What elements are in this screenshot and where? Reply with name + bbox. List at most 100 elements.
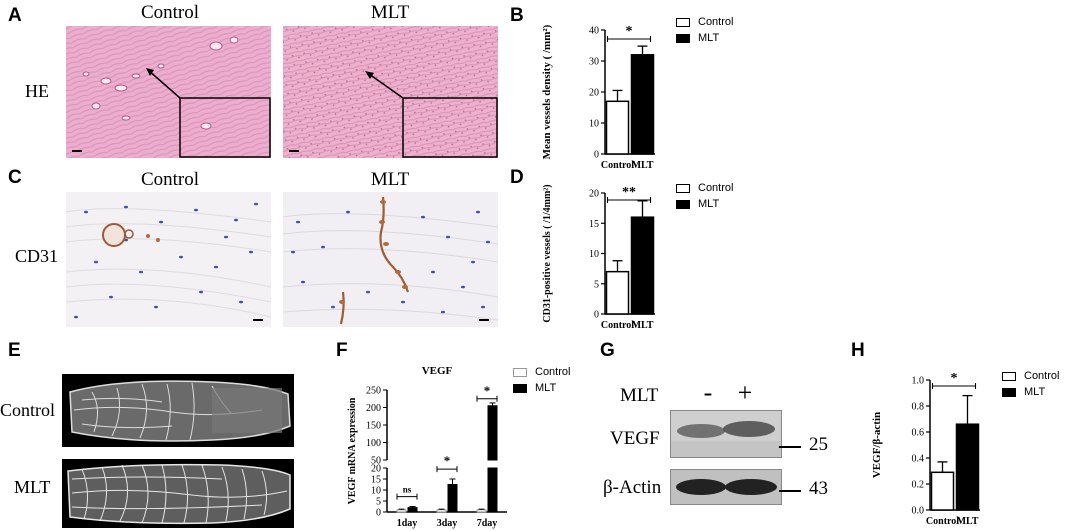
y-axis-label: Mean vessels density ( /mm²) (541, 24, 553, 159)
y-tick-label: 40 (589, 26, 599, 37)
y-tick-label: 10 (371, 486, 381, 497)
row-label-he: HE (25, 81, 49, 101)
bar-mlt-7day-upper (487, 405, 498, 461)
cd31-mlt-image (283, 192, 498, 327)
legend-swatch-control (676, 183, 690, 193)
chart-h: 0.0 0.2 0.4 0.6 0.8 1.0 VEGF/β-actin ControlMLT… (871, 371, 980, 527)
blot-vegf (670, 410, 782, 458)
y-tick-label: 15 (371, 475, 381, 486)
x-tick-label: MLT (632, 320, 654, 331)
bar-mlt-7day-lower (487, 467, 498, 513)
band-label-vegf: VEGF (610, 428, 660, 449)
bar-control-3day (436, 509, 447, 513)
y-tick-label: 0.4 (912, 454, 925, 465)
bar-mlt (630, 216, 655, 315)
vessel-control-image (62, 374, 294, 447)
y-tick-label: 5 (376, 497, 381, 508)
y-tick-label: 0.0 (912, 506, 925, 517)
y-axis-label: VEGF/β-actin (871, 412, 883, 478)
he-control-image (66, 26, 271, 158)
x-tick-label: Control (601, 320, 634, 331)
bar-control (930, 471, 955, 511)
chart-title: VEGF (422, 365, 453, 377)
legend-label-mlt: MLT (698, 198, 720, 210)
y-tick-label: 0.6 (912, 428, 925, 439)
col-header-mlt-a: MLT (370, 2, 410, 23)
y-tick-label: 30 (589, 57, 599, 68)
panel-label-g: G (600, 340, 615, 361)
marker-size-43: 43 (809, 478, 828, 499)
legend-swatch-mlt (676, 33, 690, 43)
significance-marker: ns (403, 485, 412, 495)
legend-b: Control MLT (676, 14, 733, 46)
legend-swatch-mlt (1002, 387, 1016, 397)
legend-f: Control MLT (513, 364, 570, 396)
chart-d: 0 5 10 15 20 CD31-positive vessels ( /1/4mm²)… (542, 184, 655, 331)
significance-marker: ** (622, 185, 636, 200)
y-tick-label: 15 (589, 219, 599, 230)
he-mlt-image (283, 26, 498, 158)
y-tick-label: 100 (366, 438, 381, 449)
legend-swatch-control (1002, 371, 1016, 381)
y-tick-label: 10 (589, 249, 599, 260)
y-axis-label: CD31-positive vessels ( /1/4mm²) (542, 184, 553, 322)
legend-swatch-control (676, 17, 690, 27)
y-tick-label: 20 (589, 189, 599, 200)
row-label-control-e: Control (0, 400, 56, 420)
y-tick-label: 0 (594, 150, 599, 161)
significance-marker: * (626, 24, 633, 39)
y-tick-label: 0 (376, 508, 381, 519)
y-tick-label: 200 (366, 403, 381, 414)
bar-control-7day (476, 509, 487, 513)
marker-tick-43 (779, 490, 801, 492)
x-tick-label: 7day (477, 518, 498, 529)
y-tick-label: 250 (366, 386, 381, 397)
y-tick-label: 20 (589, 88, 599, 99)
panel-label-c: C (8, 167, 22, 188)
bar-mlt-3day (447, 484, 458, 513)
panel-label-d: D (510, 167, 524, 188)
significance-marker: * (444, 453, 451, 468)
bar-control-1day (396, 509, 407, 513)
panel-label-a: A (8, 5, 22, 26)
panel-label-e: E (8, 340, 21, 361)
legend-label-mlt: MLT (535, 382, 557, 394)
cd31-control-image (66, 192, 271, 327)
y-tick-label: 0 (594, 310, 599, 321)
x-tick-label: 3day (437, 518, 458, 529)
x-tick-label: MLT (957, 516, 979, 527)
legend-swatch-control (513, 367, 527, 377)
x-tick-label: 1day (397, 518, 418, 529)
lane-sign-plus: + (737, 378, 753, 407)
x-tick-label: Control (601, 160, 634, 171)
bar-mlt (955, 423, 980, 511)
y-tick-label: 0.8 (912, 402, 925, 413)
panel-label-h: H (851, 340, 865, 361)
x-tick-label: Control (926, 516, 959, 527)
lane-sign-minus: - (703, 378, 713, 407)
y-tick-label: 50 (371, 456, 381, 467)
y-tick-label: 10 (589, 119, 599, 130)
bar-mlt (630, 54, 655, 155)
legend-label-control: Control (698, 16, 734, 28)
x-tick-label: MLT (632, 160, 654, 171)
legend-h: Control MLT (1002, 368, 1059, 400)
legend-d: Control MLT (676, 180, 733, 212)
y-tick-label: 0.2 (912, 480, 925, 491)
row-label-cd31: CD31 (15, 246, 59, 266)
significance-marker: * (951, 371, 958, 386)
y-tick-label: 5 (594, 279, 599, 290)
blot-actin (670, 469, 782, 505)
col-header-control-a: Control (140, 2, 200, 23)
y-tick-label: 20 (371, 464, 381, 475)
band-label-actin: β-Actin (603, 477, 662, 498)
y-tick-label: 1.0 (912, 376, 925, 387)
marker-size-25: 25 (809, 434, 828, 455)
panel-label-b: B (510, 5, 524, 26)
y-tick-label: 150 (366, 421, 381, 432)
legend-label-mlt: MLT (698, 32, 720, 44)
legend-label-control: Control (698, 182, 734, 194)
legend-label-mlt: MLT (1024, 386, 1046, 398)
vessel-mlt-image (62, 459, 294, 528)
